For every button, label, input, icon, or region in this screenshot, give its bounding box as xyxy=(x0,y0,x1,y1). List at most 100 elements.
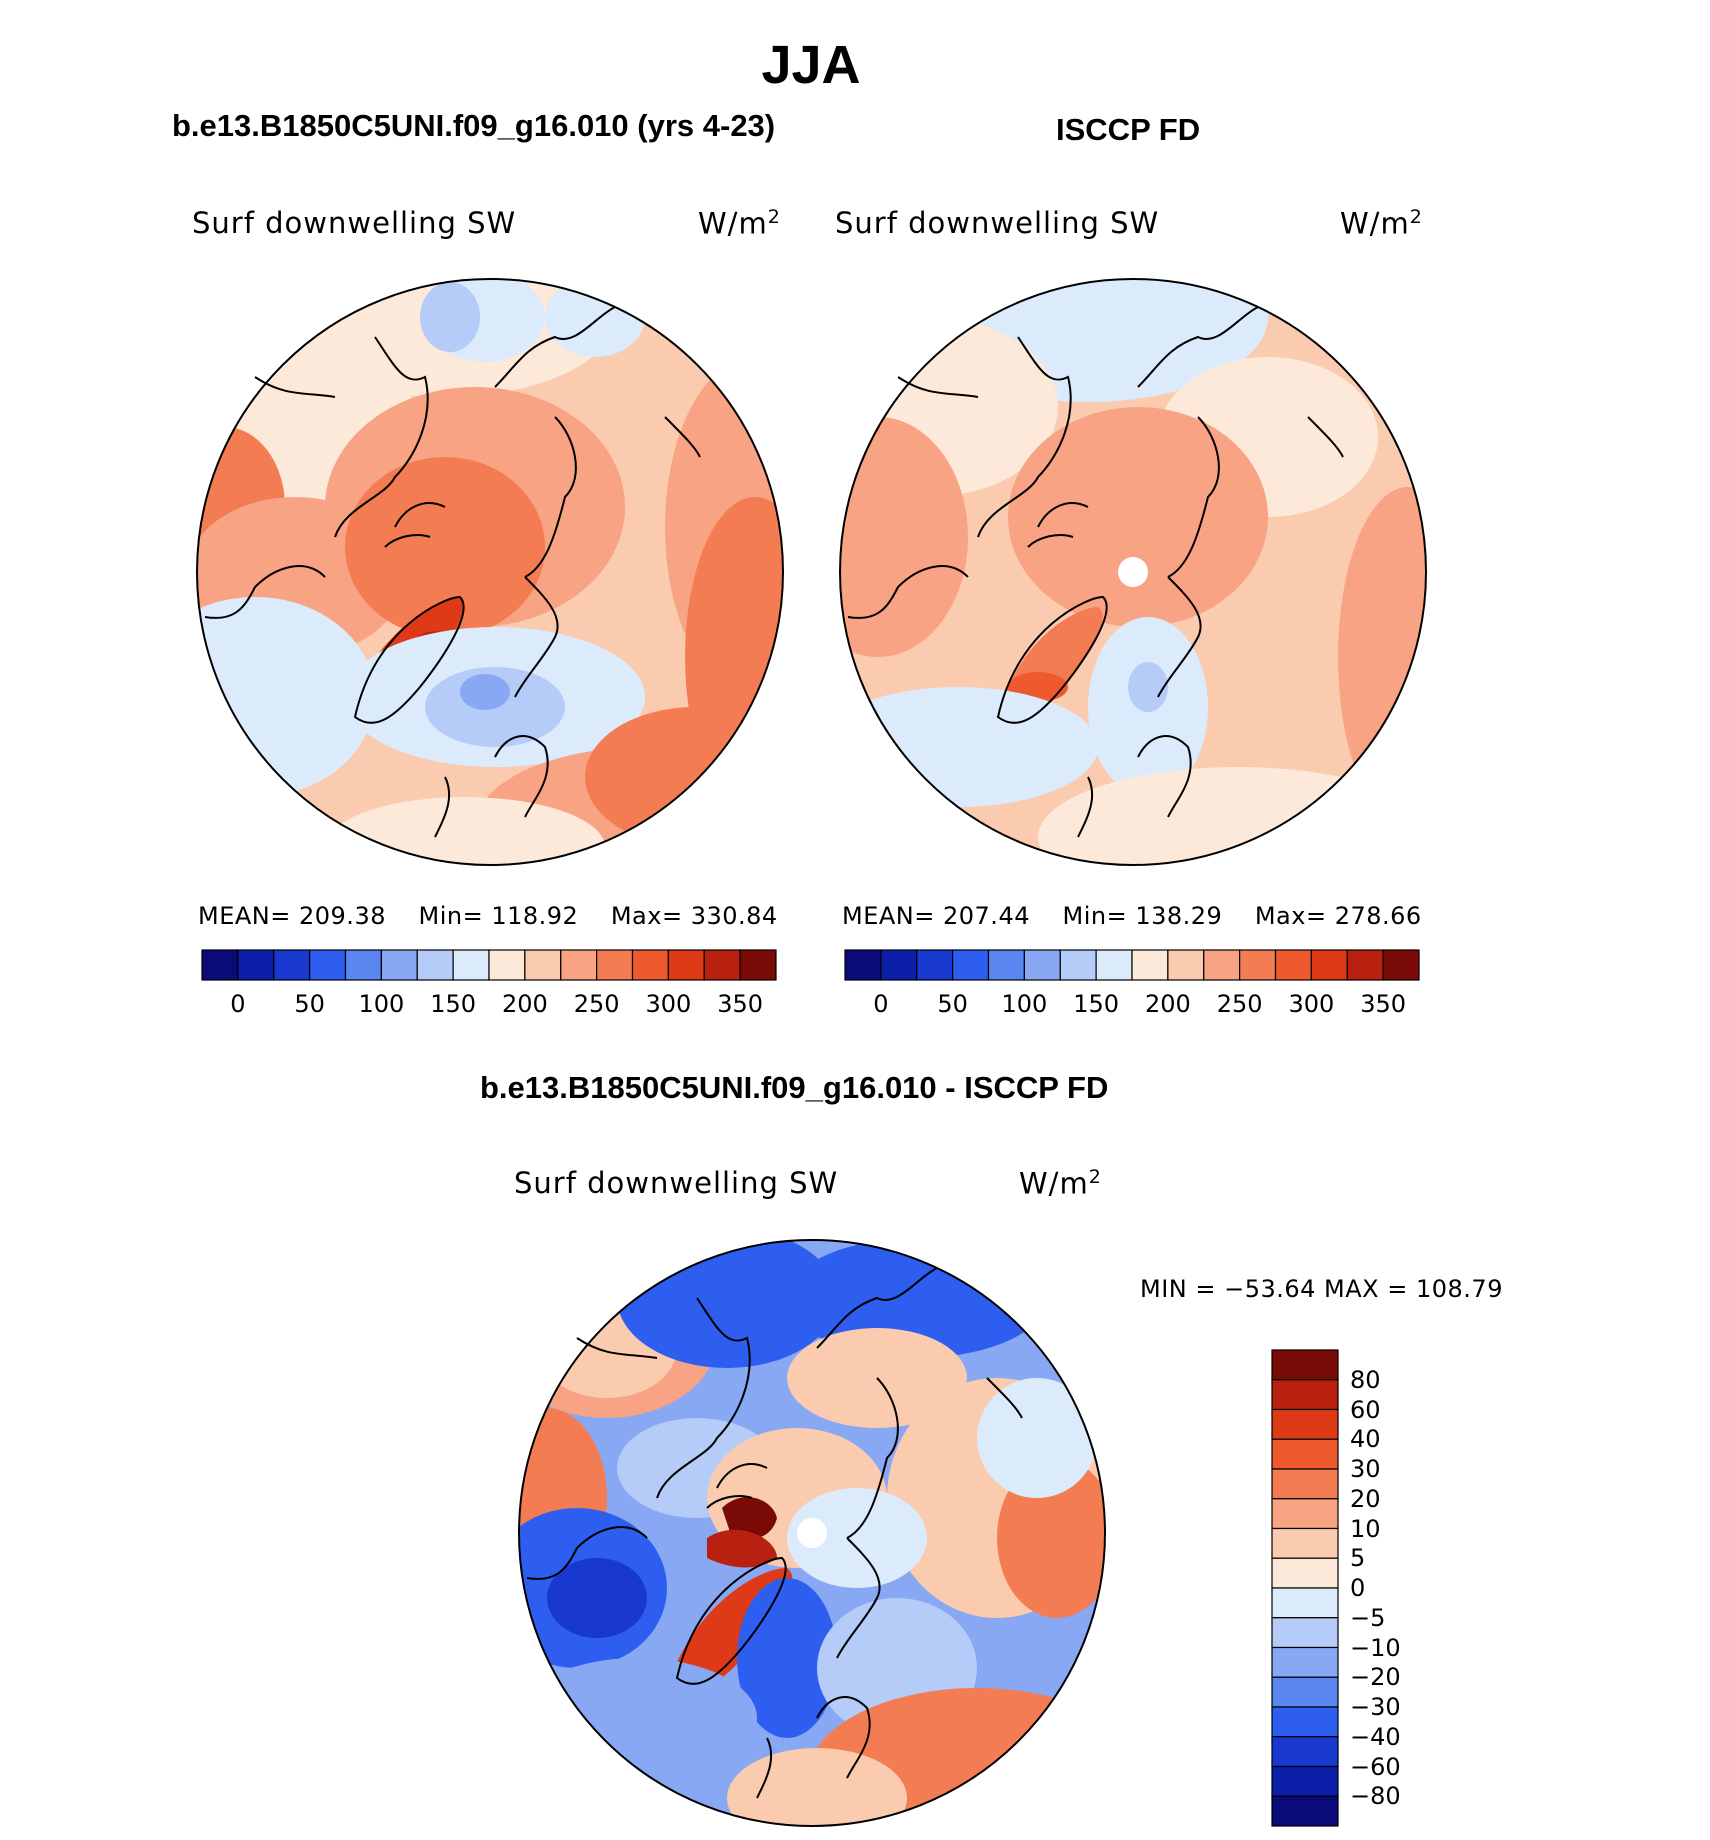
colorbar-tick-label: 150 xyxy=(1073,990,1120,1018)
colorbar-tick-label: 80 xyxy=(1350,1365,1381,1394)
colorbar-swatch xyxy=(880,949,918,981)
figure-title: JJA xyxy=(761,35,861,95)
colorbar-tick-label: 100 xyxy=(1001,990,1048,1018)
colorbar-tick-label: 10 xyxy=(1350,1514,1381,1543)
colorbar-tick-label: −5 xyxy=(1350,1603,1386,1632)
right-panel-units: W/m2 xyxy=(1340,206,1423,241)
colorbar-tick-label: 100 xyxy=(358,990,405,1018)
right-panel-title: ISCCP FD xyxy=(1056,112,1201,147)
colorbar-tick-label: 40 xyxy=(1350,1425,1381,1454)
colorbar-swatch xyxy=(416,949,454,981)
left-polar-map xyxy=(196,278,784,866)
colorbar-swatch xyxy=(631,949,669,981)
colorbar-swatch xyxy=(1239,949,1277,981)
left-colorbar xyxy=(201,949,777,981)
colorbar-swatch xyxy=(1271,1587,1339,1619)
colorbar-tick-label: 300 xyxy=(1288,990,1335,1018)
colorbar-swatch xyxy=(1271,1498,1339,1530)
colorbar-swatch xyxy=(703,949,741,981)
colorbar-tick-label: 200 xyxy=(1144,990,1191,1018)
colorbar-tick-label: 0 xyxy=(873,990,889,1018)
right-polar-map xyxy=(839,278,1427,866)
colorbar-swatch xyxy=(1271,1736,1339,1768)
colorbar-swatch xyxy=(237,949,275,981)
colorbar-swatch xyxy=(739,949,777,981)
right-colorbar xyxy=(844,949,1420,981)
colorbar-swatch xyxy=(1059,949,1097,981)
right-panel-stats: MEAN= 207.44 Min= 138.29 Max= 278.66 xyxy=(842,902,1422,930)
left-panel-stats: MEAN= 209.38 Min= 118.92 Max= 330.84 xyxy=(198,902,778,930)
diff-panel-variable: Surf downwelling SW xyxy=(514,1166,839,1200)
colorbar-swatch xyxy=(560,949,598,981)
colorbar-swatch xyxy=(1203,949,1241,981)
colorbar-swatch xyxy=(667,949,705,981)
diff-colorbar-labels: 80 60 40 30 20 10 5 0 −5 −10 −20 −30 −40 −60 −80 xyxy=(1350,1350,1450,1826)
colorbar-swatch xyxy=(201,949,239,981)
left-colorbar-labels: 0 50 100 150 200 250 300 350 xyxy=(202,990,776,1020)
colorbar-tick-label: 200 xyxy=(501,990,548,1018)
colorbar-tick-label: 0 xyxy=(230,990,246,1018)
colorbar-swatch xyxy=(1310,949,1348,981)
colorbar-tick-label: 350 xyxy=(1360,990,1407,1018)
left-panel-title: b.e13.B1850C5UNI.f09_g16.010 (yrs 4-23) xyxy=(172,108,776,143)
left-panel-units: W/m2 xyxy=(698,206,781,241)
colorbar-tick-label: −10 xyxy=(1350,1633,1401,1662)
colorbar-tick-label: 20 xyxy=(1350,1484,1381,1513)
colorbar-swatch xyxy=(1382,949,1420,981)
colorbar-swatch xyxy=(452,949,490,981)
colorbar-swatch xyxy=(1271,1468,1339,1500)
colorbar-tick-label: −80 xyxy=(1350,1782,1401,1811)
colorbar-tick-label: −40 xyxy=(1350,1722,1401,1751)
colorbar-swatch xyxy=(1095,949,1133,981)
colorbar-swatch xyxy=(987,949,1025,981)
colorbar-swatch xyxy=(1271,1408,1339,1440)
right-colorbar-labels: 0 50 100 150 200 250 300 350 xyxy=(845,990,1419,1020)
right-panel-variable: Surf downwelling SW xyxy=(835,206,1160,240)
colorbar-swatch xyxy=(1167,949,1205,981)
colorbar-swatch xyxy=(916,949,954,981)
colorbar-swatch xyxy=(380,949,418,981)
colorbar-swatch xyxy=(1131,949,1169,981)
colorbar-swatch xyxy=(1271,1765,1339,1797)
colorbar-swatch xyxy=(524,949,562,981)
colorbar-tick-label: 60 xyxy=(1350,1395,1381,1424)
colorbar-swatch xyxy=(488,949,526,981)
colorbar-tick-label: 150 xyxy=(430,990,477,1018)
colorbar-swatch xyxy=(309,949,347,981)
colorbar-tick-label: 5 xyxy=(1350,1544,1366,1573)
colorbar-swatch xyxy=(1271,1617,1339,1649)
colorbar-swatch xyxy=(844,949,882,981)
colorbar-swatch xyxy=(1274,949,1312,981)
colorbar-tick-label: 250 xyxy=(573,990,620,1018)
colorbar-tick-label: −60 xyxy=(1350,1752,1401,1781)
colorbar-swatch xyxy=(1271,1557,1339,1589)
colorbar-swatch xyxy=(1271,1349,1339,1381)
diff-colorbar xyxy=(1271,1349,1339,1827)
colorbar-tick-label: −30 xyxy=(1350,1693,1401,1721)
colorbar-tick-label: −20 xyxy=(1350,1663,1401,1692)
colorbar-swatch xyxy=(344,949,382,981)
colorbar-tick-label: 30 xyxy=(1350,1455,1381,1483)
colorbar-swatch xyxy=(1023,949,1061,981)
colorbar-swatch xyxy=(1271,1706,1339,1738)
colorbar-swatch xyxy=(1346,949,1384,981)
colorbar-tick-label: 50 xyxy=(294,990,325,1018)
colorbar-swatch xyxy=(952,949,990,981)
colorbar-swatch xyxy=(1271,1676,1339,1708)
diff-panel-minmax: MIN = −53.64 MAX = 108.79 xyxy=(1140,1275,1503,1303)
colorbar-swatch xyxy=(1271,1646,1339,1678)
diff-panel-title: b.e13.B1850C5UNI.f09_g16.010 - ISCCP FD xyxy=(480,1070,1109,1105)
colorbar-tick-label: 50 xyxy=(937,990,968,1018)
colorbar-tick-label: 350 xyxy=(717,990,764,1018)
colorbar-tick-label: 250 xyxy=(1216,990,1263,1018)
colorbar-swatch xyxy=(596,949,634,981)
colorbar-swatch xyxy=(1271,1438,1339,1470)
colorbar-swatch xyxy=(1271,1527,1339,1559)
colorbar-tick-label: 0 xyxy=(1350,1574,1366,1602)
left-panel-variable: Surf downwelling SW xyxy=(192,206,517,240)
diff-panel-units: W/m2 xyxy=(1019,1166,1102,1201)
colorbar-tick-label: 300 xyxy=(645,990,692,1018)
diff-polar-map xyxy=(518,1239,1106,1827)
colorbar-swatch xyxy=(273,949,311,981)
colorbar-swatch xyxy=(1271,1379,1339,1411)
